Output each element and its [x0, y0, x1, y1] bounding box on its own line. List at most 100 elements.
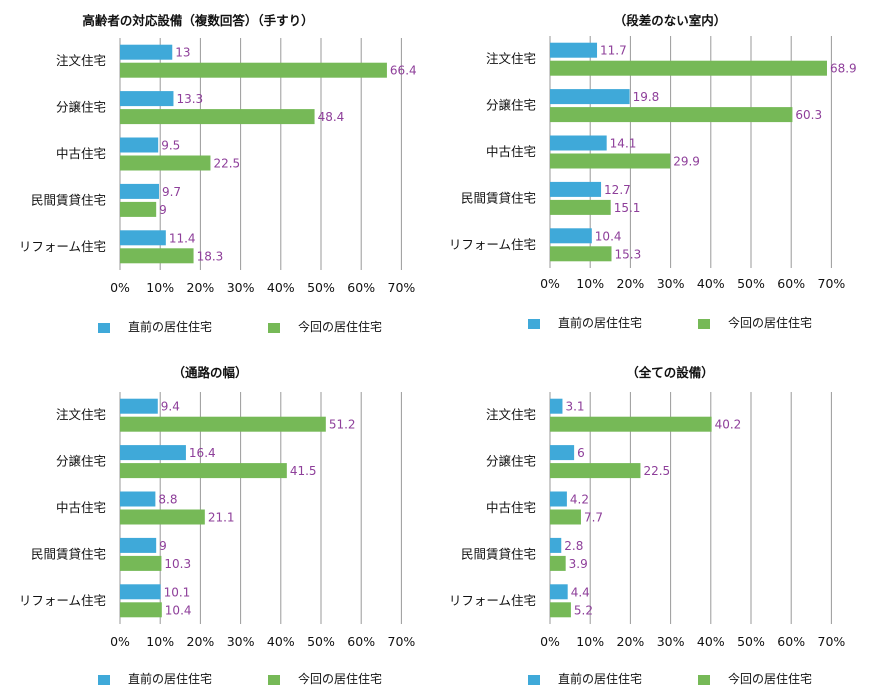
legend-item-current: 今回の居住住宅: [268, 318, 382, 335]
data-label: 29.9: [673, 155, 700, 169]
bar-before: [550, 537, 562, 553]
chart-svg: 0% 10% 20% 30% 40% 50% 60% 70% 注文住宅 13 66.4 分譲住宅 13.…: [19, 38, 417, 295]
bar-before: [120, 91, 174, 107]
bar-current: [550, 107, 793, 123]
bar-current: [120, 155, 211, 171]
bar-current: [550, 246, 612, 262]
legend-label-current: 今回の居住住宅: [728, 316, 813, 330]
bar-current: [120, 602, 162, 618]
data-label: 10.1: [164, 585, 191, 599]
chart-title: （段差のない室内）: [613, 13, 727, 28]
data-label: 14.1: [610, 137, 637, 151]
bar-before: [550, 42, 598, 58]
legend-swatch-before: [528, 318, 540, 329]
legend-swatch-current: [698, 674, 710, 685]
x-tick-label: 0%: [110, 280, 130, 295]
data-label: 21.1: [208, 511, 235, 525]
x-tick-label: 20%: [617, 634, 645, 649]
x-tick-label: 60%: [347, 634, 375, 649]
category-label: リフォーム住宅: [19, 593, 106, 608]
legend-item-current: 今回の居住住宅: [698, 314, 812, 331]
data-label: 22.5: [213, 157, 240, 171]
bar-before: [120, 44, 173, 60]
legend-item-before: 直前の居住住宅: [528, 314, 642, 331]
data-label: 4.4: [571, 585, 590, 599]
data-label: 11.4: [169, 231, 196, 245]
legend-label-before: 直前の居住住宅: [558, 316, 643, 330]
bar-current: [120, 248, 194, 264]
category-label: リフォーム住宅: [19, 239, 106, 254]
data-label: 3.1: [565, 400, 584, 414]
legend-swatch-current: [268, 674, 280, 685]
data-label: 9.7: [162, 185, 181, 199]
category-label: リフォーム住宅: [449, 237, 536, 252]
legend-label-before: 直前の居住住宅: [128, 320, 213, 334]
data-label: 40.2: [715, 418, 742, 432]
bar-current: [120, 555, 162, 571]
category-label: 注文住宅: [486, 51, 536, 66]
category-label: 中古住宅: [56, 146, 106, 161]
chart-svg: 0% 10% 20% 30% 40% 50% 60% 70% 注文住宅 9.4 51.2 分譲住宅 16…: [19, 392, 415, 649]
bar-before: [550, 135, 607, 151]
bar-before: [550, 228, 592, 244]
data-label: 15.3: [615, 247, 642, 261]
chart-panel-all-facilities: （全ての設備） 0% 10% 20% 30% 40% 50% 60% 70% 注文住宅 3.1 40…: [430, 348, 869, 696]
bar-before: [120, 398, 158, 414]
category-label: 分譲住宅: [56, 100, 106, 115]
bar-current: [550, 509, 581, 525]
x-tick-label: 30%: [657, 634, 685, 649]
data-label: 11.7: [600, 44, 627, 58]
x-tick-label: 60%: [777, 634, 805, 649]
data-label: 51.2: [329, 418, 356, 432]
data-label: 13.3: [176, 92, 203, 106]
legend-label-current: 今回の居住住宅: [728, 672, 813, 686]
x-tick-label: 10%: [146, 280, 174, 295]
category-label: 民間賃貸住宅: [31, 546, 106, 561]
legend-swatch-current: [698, 318, 710, 329]
bar-before: [120, 445, 186, 461]
bar-before: [120, 230, 166, 246]
x-tick-label: 20%: [617, 276, 645, 291]
x-tick-label: 40%: [267, 280, 295, 295]
bar-before: [120, 183, 159, 199]
bar-before: [550, 181, 602, 197]
chart-panel-passage-width: （通路の幅） 0% 10% 20% 30% 40% 50% 60% 70% 注文住宅 9.4 51.…: [0, 348, 430, 696]
legend-label-current: 今回の居住住宅: [298, 320, 383, 334]
bar-before: [120, 491, 156, 507]
x-tick-label: 0%: [540, 276, 560, 291]
category-label: 民間賃貸住宅: [461, 546, 536, 561]
category-label: 民間賃貸住宅: [31, 192, 106, 207]
x-tick-label: 70%: [818, 276, 846, 291]
data-label: 9.5: [161, 139, 180, 153]
bar-current: [550, 463, 641, 479]
data-label: 68.9: [830, 62, 857, 76]
bar-current: [120, 109, 315, 125]
legend-swatch-before: [98, 674, 110, 685]
category-label: 分譲住宅: [486, 98, 536, 113]
data-label: 22.5: [643, 464, 670, 478]
bar-current: [550, 153, 671, 169]
legend-item-before: 直前の居住住宅: [528, 670, 642, 687]
data-label: 13: [175, 46, 190, 60]
x-tick-label: 70%: [388, 280, 416, 295]
bar-current: [120, 62, 387, 78]
bar-current: [120, 201, 157, 217]
data-label: 2.8: [564, 539, 583, 553]
data-label: 9: [159, 203, 167, 217]
legend-item-current: 今回の居住住宅: [698, 670, 812, 687]
bar-current: [550, 602, 571, 618]
bar-before: [550, 584, 568, 600]
data-label: 7.7: [584, 511, 603, 525]
x-tick-label: 10%: [576, 634, 604, 649]
bar-current: [550, 555, 566, 571]
data-label: 9: [159, 539, 167, 553]
x-tick-label: 50%: [737, 634, 765, 649]
data-label: 18.3: [197, 249, 224, 263]
category-label: 注文住宅: [486, 407, 536, 422]
data-label: 3.9: [569, 557, 588, 571]
data-label: 10.3: [164, 557, 191, 571]
category-label: リフォーム住宅: [449, 593, 536, 608]
data-label: 15.1: [614, 201, 641, 215]
data-label: 16.4: [189, 446, 216, 460]
legend-label-before: 直前の居住住宅: [558, 672, 643, 686]
